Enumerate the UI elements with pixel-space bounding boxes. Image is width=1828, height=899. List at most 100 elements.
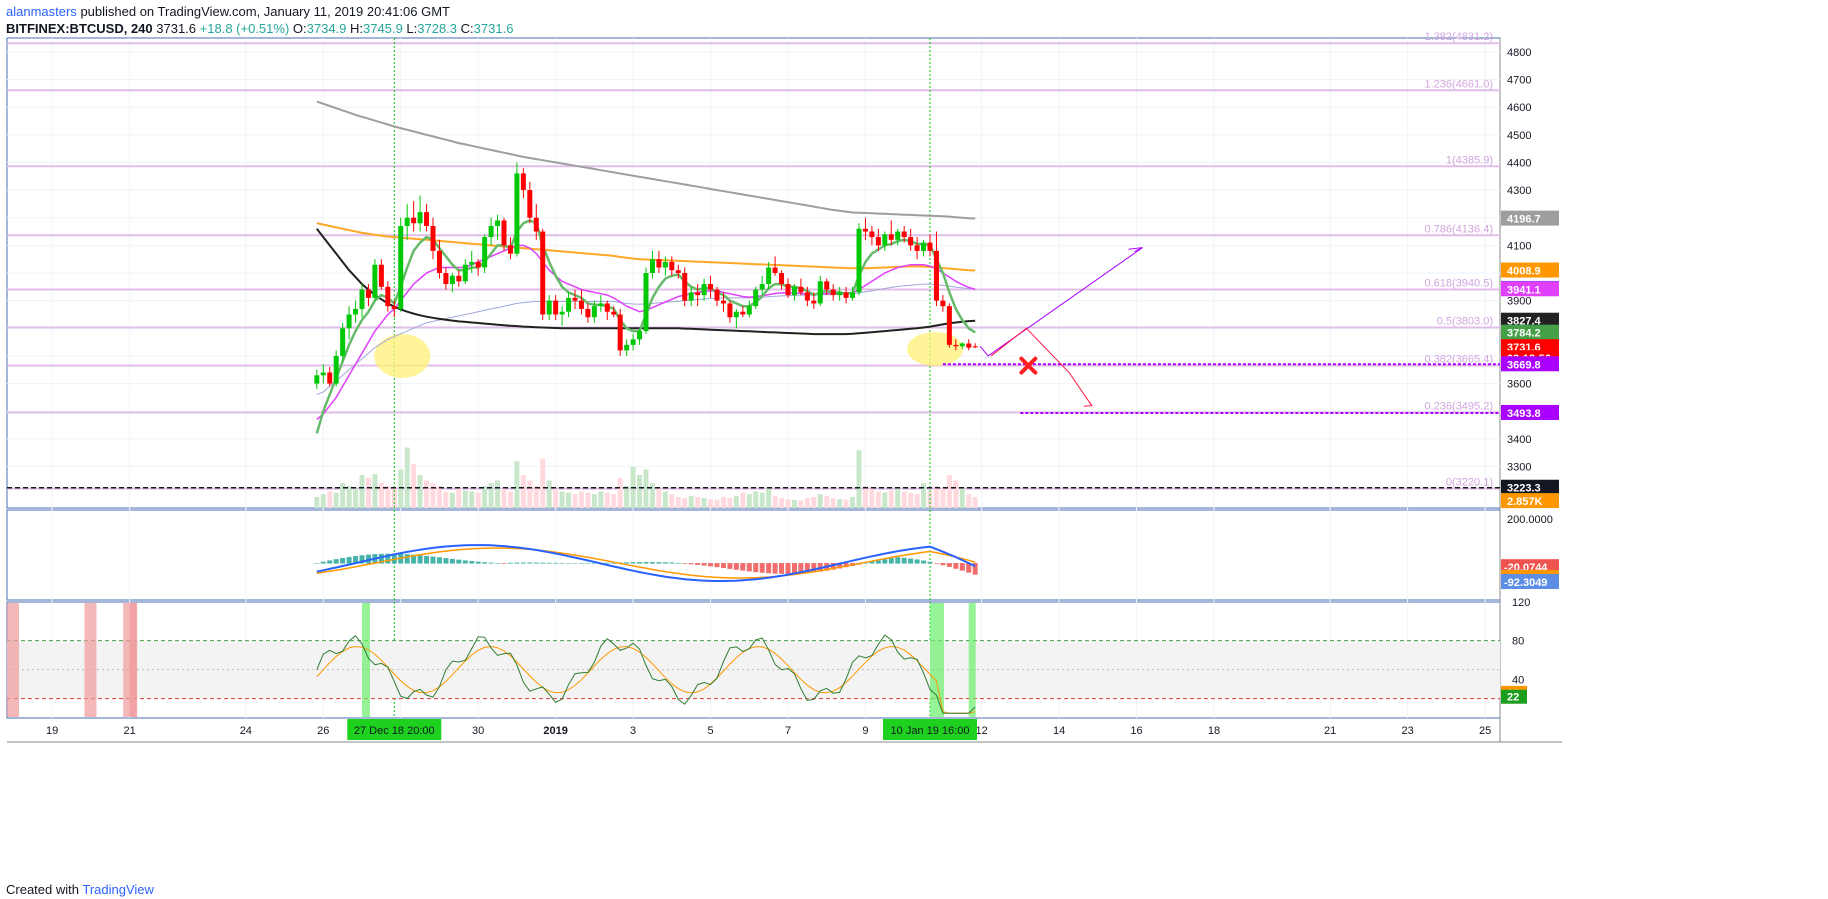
arrow-head [1128,247,1143,252]
volume-bar [791,499,797,508]
volume-bar [850,497,856,508]
candle-body [469,261,475,265]
volume-bar [746,494,752,508]
x-tick-label: 18 [1208,725,1220,737]
macd-histogram-bar [953,563,959,569]
candle-body [559,311,565,315]
candle-body [314,375,320,384]
candle-body [501,220,507,246]
macd-signal-line [316,547,976,579]
candle-body [637,331,643,340]
volume-bar [320,494,326,508]
oversold-highlight [362,603,370,717]
candle-body [630,339,636,345]
macd-histogram-bar [411,554,417,564]
candle-body [875,237,881,246]
volume-bar [643,469,649,508]
candle-body [656,259,662,268]
y-tick-label: 3900 [1507,296,1531,308]
macd-histogram-bar [908,558,914,564]
candle-body [785,284,791,296]
macd-histogram-bar [720,563,726,569]
fib-level-label: 1.382(4831.2) [1425,31,1494,43]
volume-bar [566,492,572,508]
macd-histogram-bar [740,563,746,571]
volume-bar [882,492,888,508]
x-tick-label: 26 [317,725,329,737]
y-tick-label: 3600 [1507,379,1531,391]
volume-bar [766,488,772,508]
macd-histogram-bar [869,561,875,564]
macd-histogram-bar [430,556,436,564]
volume-bar [953,480,959,508]
volume-bar [436,486,442,508]
macd-histogram-bar [708,563,714,567]
price-axis-label: 4008.9 [1507,266,1541,278]
candle-body [533,217,539,232]
candle-body [701,284,707,296]
candle-body [320,372,326,376]
volume-bar [398,469,404,508]
volume-bar [733,495,739,508]
high-label: H: [350,21,364,36]
macd-histogram-bar [791,563,797,574]
candle-body [540,231,546,315]
macd-histogram-bar [972,563,978,575]
volume-bar [701,498,707,508]
volume-bar [462,490,468,508]
price-axis-label-bg [1501,312,1559,328]
macd-histogram-bar [340,558,346,564]
stoch-y-tick: 120 [1512,597,1530,609]
candle-body [482,237,488,268]
author-link[interactable]: alanmasters [6,4,77,19]
candle-body [449,275,455,285]
low-value: 3728.3 [417,21,458,36]
candle-body [527,190,533,218]
stoch-y-tick: 40 [1512,674,1524,686]
price-axis-label-bg [1501,210,1559,226]
macd-histogram-bar [365,554,371,564]
macd-histogram-bar [488,562,494,564]
volume-bar [914,494,920,508]
volume-bar [972,497,978,508]
volume-bar [811,497,817,508]
macd-histogram-bar [914,559,920,564]
macd-histogram-bar [966,563,972,573]
macd-histogram-bar [591,562,597,564]
candle-body [772,267,778,273]
macd-histogram-bar [901,557,907,564]
volume-bar [837,499,843,508]
macd-histogram-bar [862,562,868,564]
volume-bar [585,492,591,508]
candle-body [669,261,675,271]
created-with-text: Created with [6,882,79,897]
ma-orange-line [316,222,976,272]
x-tick-label: 24 [240,725,252,737]
volume-bar [862,486,868,508]
candle-body [695,292,701,296]
volume-bar [449,492,455,508]
volume-bar [340,483,346,508]
x-tick-label: 21 [1324,725,1336,737]
macd-histogram-bar [604,562,610,564]
volume-bar [740,492,746,508]
volume-bar [598,491,604,508]
candle-body [766,267,772,285]
volume-bar [921,483,927,508]
macd-histogram-bar [611,562,617,564]
candle-body [430,226,436,251]
x-tick-label: 19 [46,725,58,737]
volume-bar [533,486,539,508]
candle-body [837,292,843,296]
macd-histogram-bar [507,562,513,564]
macd-histogram-bar [533,562,539,564]
macd-histogram-bar [320,561,326,564]
fib-level-label: 0.618(3940.5) [1425,277,1494,289]
tradingview-logo-text[interactable]: TradingView [82,882,154,897]
volume-bar [424,480,430,508]
macd-histogram-bar [675,562,681,564]
volume-bar [675,497,681,508]
volume-bar [869,488,875,508]
highlight-ellipse [374,333,431,378]
